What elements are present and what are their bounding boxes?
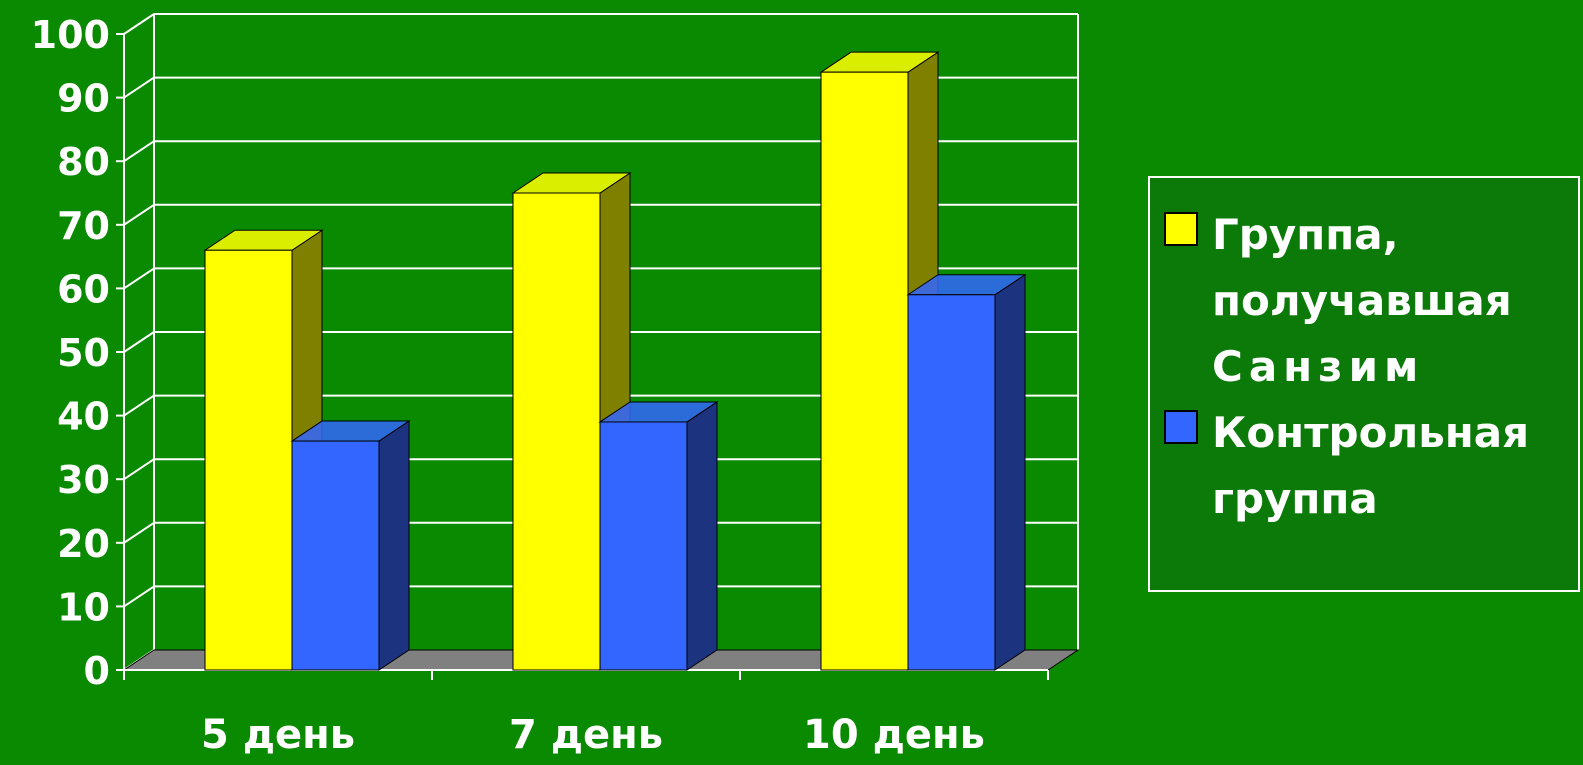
gridline-side (123, 76, 155, 99)
legend-swatch-blue (1164, 410, 1198, 444)
legend-entry-control: Контрольная группа (1164, 400, 1572, 532)
legend-swatch-yellow (1164, 212, 1198, 246)
gridline-side (123, 394, 155, 417)
y-tick-label: 30 (57, 458, 110, 502)
legend-entry-sanzim: Группа, получавшая Санзим (1164, 202, 1572, 400)
gridline-side (123, 13, 155, 35)
y-tick-label: 90 (57, 77, 110, 121)
bar (820, 71, 909, 671)
gridline-side (123, 140, 155, 163)
x-tick-label: 5 день (201, 712, 355, 758)
gridline-side (123, 458, 155, 481)
bar (599, 421, 688, 671)
x-tick-label: 10 день (803, 712, 985, 758)
gridline-side (123, 331, 155, 353)
gridline-side (123, 521, 155, 544)
bar (907, 294, 996, 671)
bar-side (994, 273, 1026, 671)
bar-side (378, 420, 410, 671)
y-tick-label: 40 (57, 395, 110, 439)
gridline-side (123, 203, 155, 226)
legend-label-control: Контрольная группа (1212, 408, 1530, 523)
y-tick-label: 60 (57, 267, 110, 311)
bar (204, 249, 293, 671)
y-tick-label: 70 (57, 204, 110, 248)
bar (512, 192, 601, 671)
y-tick-label: 100 (31, 13, 110, 57)
bar-side (686, 401, 718, 671)
gridline-side (123, 267, 155, 290)
y-tick-label: 50 (57, 331, 110, 375)
legend-label-sanzim: Группа, получавшая Санзим (1212, 210, 1512, 391)
y-tick-label: 10 (57, 585, 110, 629)
legend: Группа, получавшая Санзим Контрольная гр… (1148, 176, 1580, 592)
y-tick-label: 80 (57, 140, 110, 184)
gridline-side (123, 585, 155, 608)
x-tick-label: 7 день (509, 712, 663, 758)
bar (291, 440, 380, 671)
y-tick-label: 0 (84, 649, 110, 693)
y-tick-label: 20 (57, 522, 110, 566)
